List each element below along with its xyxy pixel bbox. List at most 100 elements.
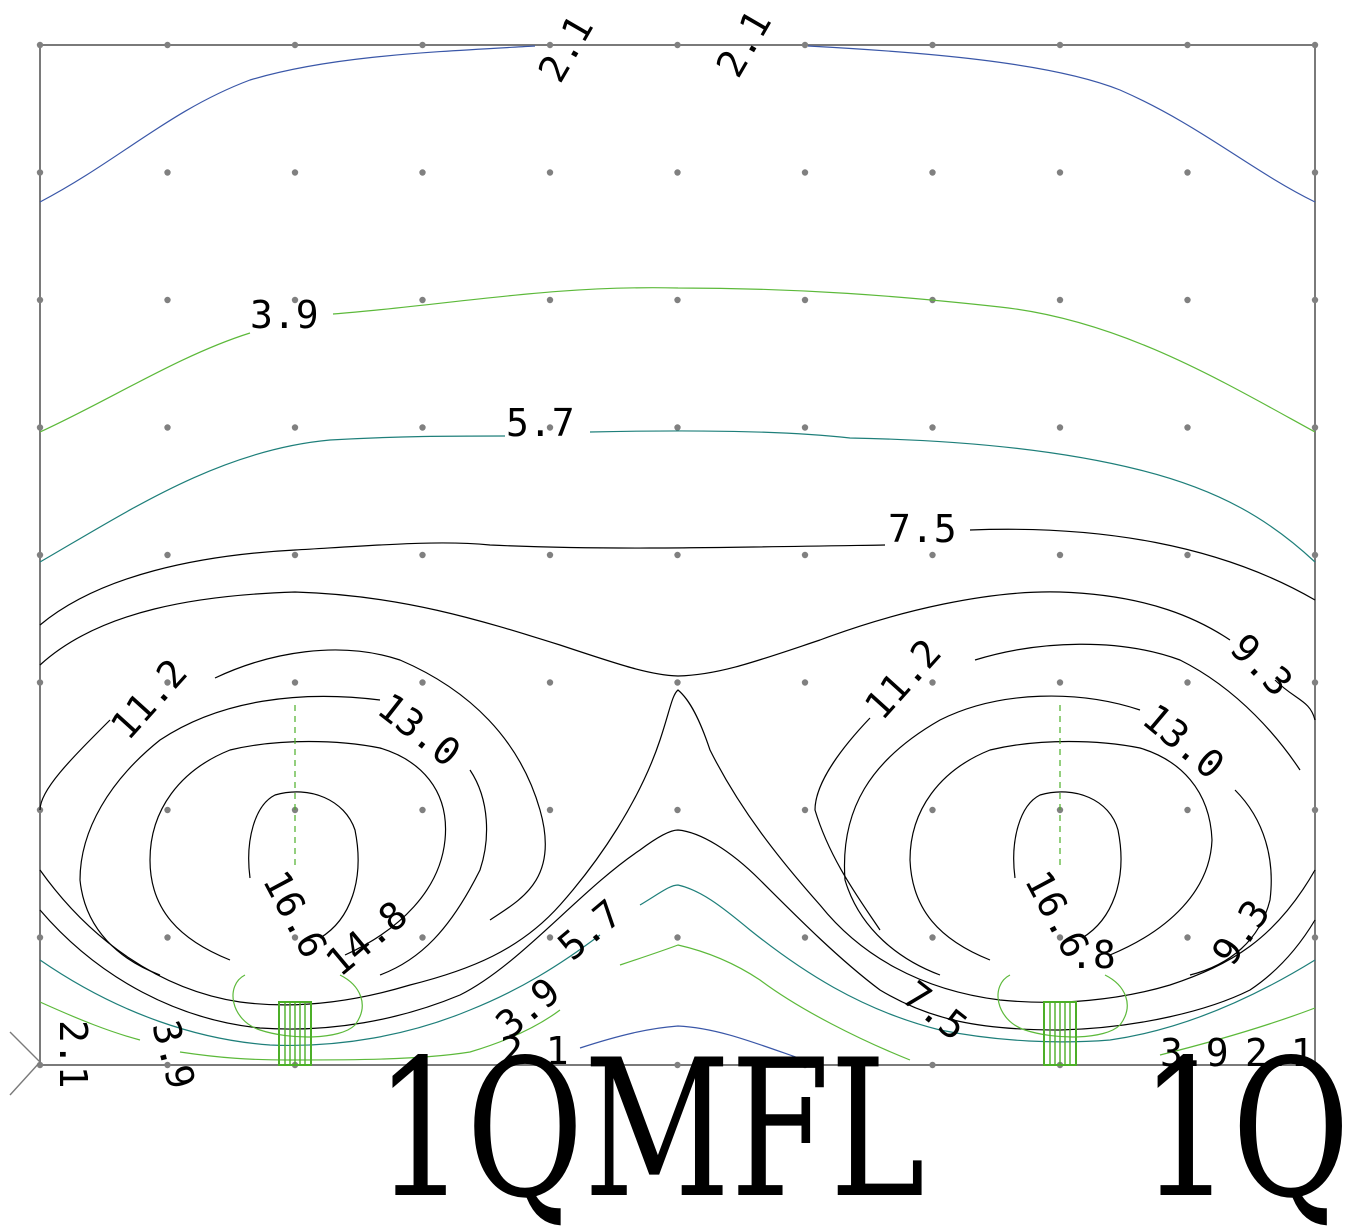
grid-point <box>1311 424 1319 431</box>
grid-point <box>929 1061 936 1069</box>
grid-point <box>1184 424 1191 431</box>
grid-point <box>1311 934 1319 941</box>
grid-point <box>164 934 171 941</box>
grid-point <box>1184 551 1191 559</box>
grid-point <box>164 296 171 304</box>
grid-point <box>1056 934 1064 941</box>
isoline-7-5-upper <box>39 528 1316 626</box>
isoline-9-3 <box>39 591 1316 721</box>
label-11-2-right: 11.2 <box>856 631 950 728</box>
grid-point <box>291 41 299 49</box>
grid-point <box>546 679 554 686</box>
isoline-16-6-left <box>248 791 359 939</box>
measurement-grid <box>36 41 1319 1069</box>
grid-point <box>1311 806 1319 814</box>
isoline-11-2-right <box>814 643 1301 931</box>
grid-point <box>801 1061 809 1069</box>
isoline-11-2-left <box>39 649 546 921</box>
luminaire-left[interactable] <box>278 1001 312 1066</box>
grid-point <box>419 806 426 814</box>
label-2-1-top-right: 2.1 <box>708 3 780 84</box>
grid-point <box>419 169 426 176</box>
label-7-5-upper: 7.5 <box>888 507 957 551</box>
isoline-5-7-lower <box>39 884 1316 1046</box>
isoline-3-9-lower <box>39 944 1316 1061</box>
label-5-7-upper: 5.7 <box>506 401 575 445</box>
label-13-0-left: 13.0 <box>369 684 468 775</box>
grid-point <box>546 934 554 941</box>
grid-point <box>1184 934 1191 941</box>
grid-point <box>419 296 426 304</box>
isoline-2-1-top <box>39 45 1316 203</box>
label-2-1-top-left: 2.1 <box>530 8 602 89</box>
grid-point <box>801 41 809 49</box>
grid-point <box>546 551 554 559</box>
grid-point <box>674 806 681 814</box>
grid-point <box>929 551 936 559</box>
grid-point <box>291 934 299 941</box>
isoline-14-8-left <box>149 740 447 961</box>
grid-point <box>36 41 44 49</box>
grid-point <box>1056 679 1064 686</box>
grid-point <box>419 41 426 49</box>
grid-point <box>1311 1061 1319 1069</box>
grid-point <box>291 551 299 559</box>
label-3-9-bottom-right: 3.9 <box>1160 1031 1229 1075</box>
grid-point <box>419 934 426 941</box>
label-11-2-left: 11.2 <box>102 651 196 748</box>
luminaire-spread-left <box>232 974 363 1038</box>
grid-point <box>419 551 426 559</box>
grid-point <box>674 296 681 304</box>
isolines <box>39 45 1316 1063</box>
grid-point <box>164 551 171 559</box>
grid-point <box>674 679 681 686</box>
label-2-1-bottom-right: 2.1 <box>1245 1031 1314 1075</box>
isoline-13-0-right <box>843 695 1272 976</box>
grid-point <box>164 679 171 686</box>
grid-point <box>291 169 299 176</box>
grid-point <box>929 679 936 686</box>
grid-point <box>1056 296 1064 304</box>
isoline-14-8-right <box>909 740 1213 961</box>
label-9-3-right-lower: 9.3 <box>1203 892 1278 973</box>
grid-point <box>1311 296 1319 304</box>
grid-point <box>929 424 936 431</box>
grid-point <box>801 806 809 814</box>
isoline-16-6-right <box>1013 791 1122 939</box>
grid-point <box>1056 169 1064 176</box>
grid-point <box>546 1061 554 1069</box>
grid-point <box>674 551 681 559</box>
grid-point <box>674 424 681 431</box>
isoline-inner-left <box>39 689 1316 1006</box>
label-2-1-center: 2.1 <box>500 1029 569 1073</box>
grid-point <box>1184 169 1191 176</box>
luminaire-type-label-right: 1Q <box>1140 1019 1350 1226</box>
isoline-7-5-lower <box>39 829 1316 1031</box>
grid-point <box>291 679 299 686</box>
grid-point <box>1184 1061 1191 1069</box>
grid-point <box>1311 679 1319 686</box>
grid-point <box>801 551 809 559</box>
grid-point <box>674 934 681 941</box>
grid-point <box>929 41 936 49</box>
grid-point <box>419 424 426 431</box>
luminaire-right[interactable] <box>1043 1001 1077 1066</box>
grid-point <box>1056 41 1064 49</box>
luminaire-type-label-left: 1QMFL <box>375 1019 925 1226</box>
grid-point <box>1056 551 1064 559</box>
grid-point <box>801 679 809 686</box>
grid-point <box>674 1061 681 1069</box>
grid-point <box>1311 41 1319 49</box>
grid-point <box>36 934 44 941</box>
grid-point <box>36 169 44 176</box>
label-3-9-upper: 3.9 <box>250 293 319 337</box>
luminaire-spread-right <box>997 974 1128 1038</box>
grid-point <box>164 169 171 176</box>
grid-point <box>674 41 681 49</box>
grid-point <box>929 169 936 176</box>
grid-point <box>929 806 936 814</box>
grid-point <box>36 424 44 431</box>
isoline-3-9-upper <box>39 287 1316 433</box>
label-13-0-right: 13.0 <box>1134 695 1232 788</box>
